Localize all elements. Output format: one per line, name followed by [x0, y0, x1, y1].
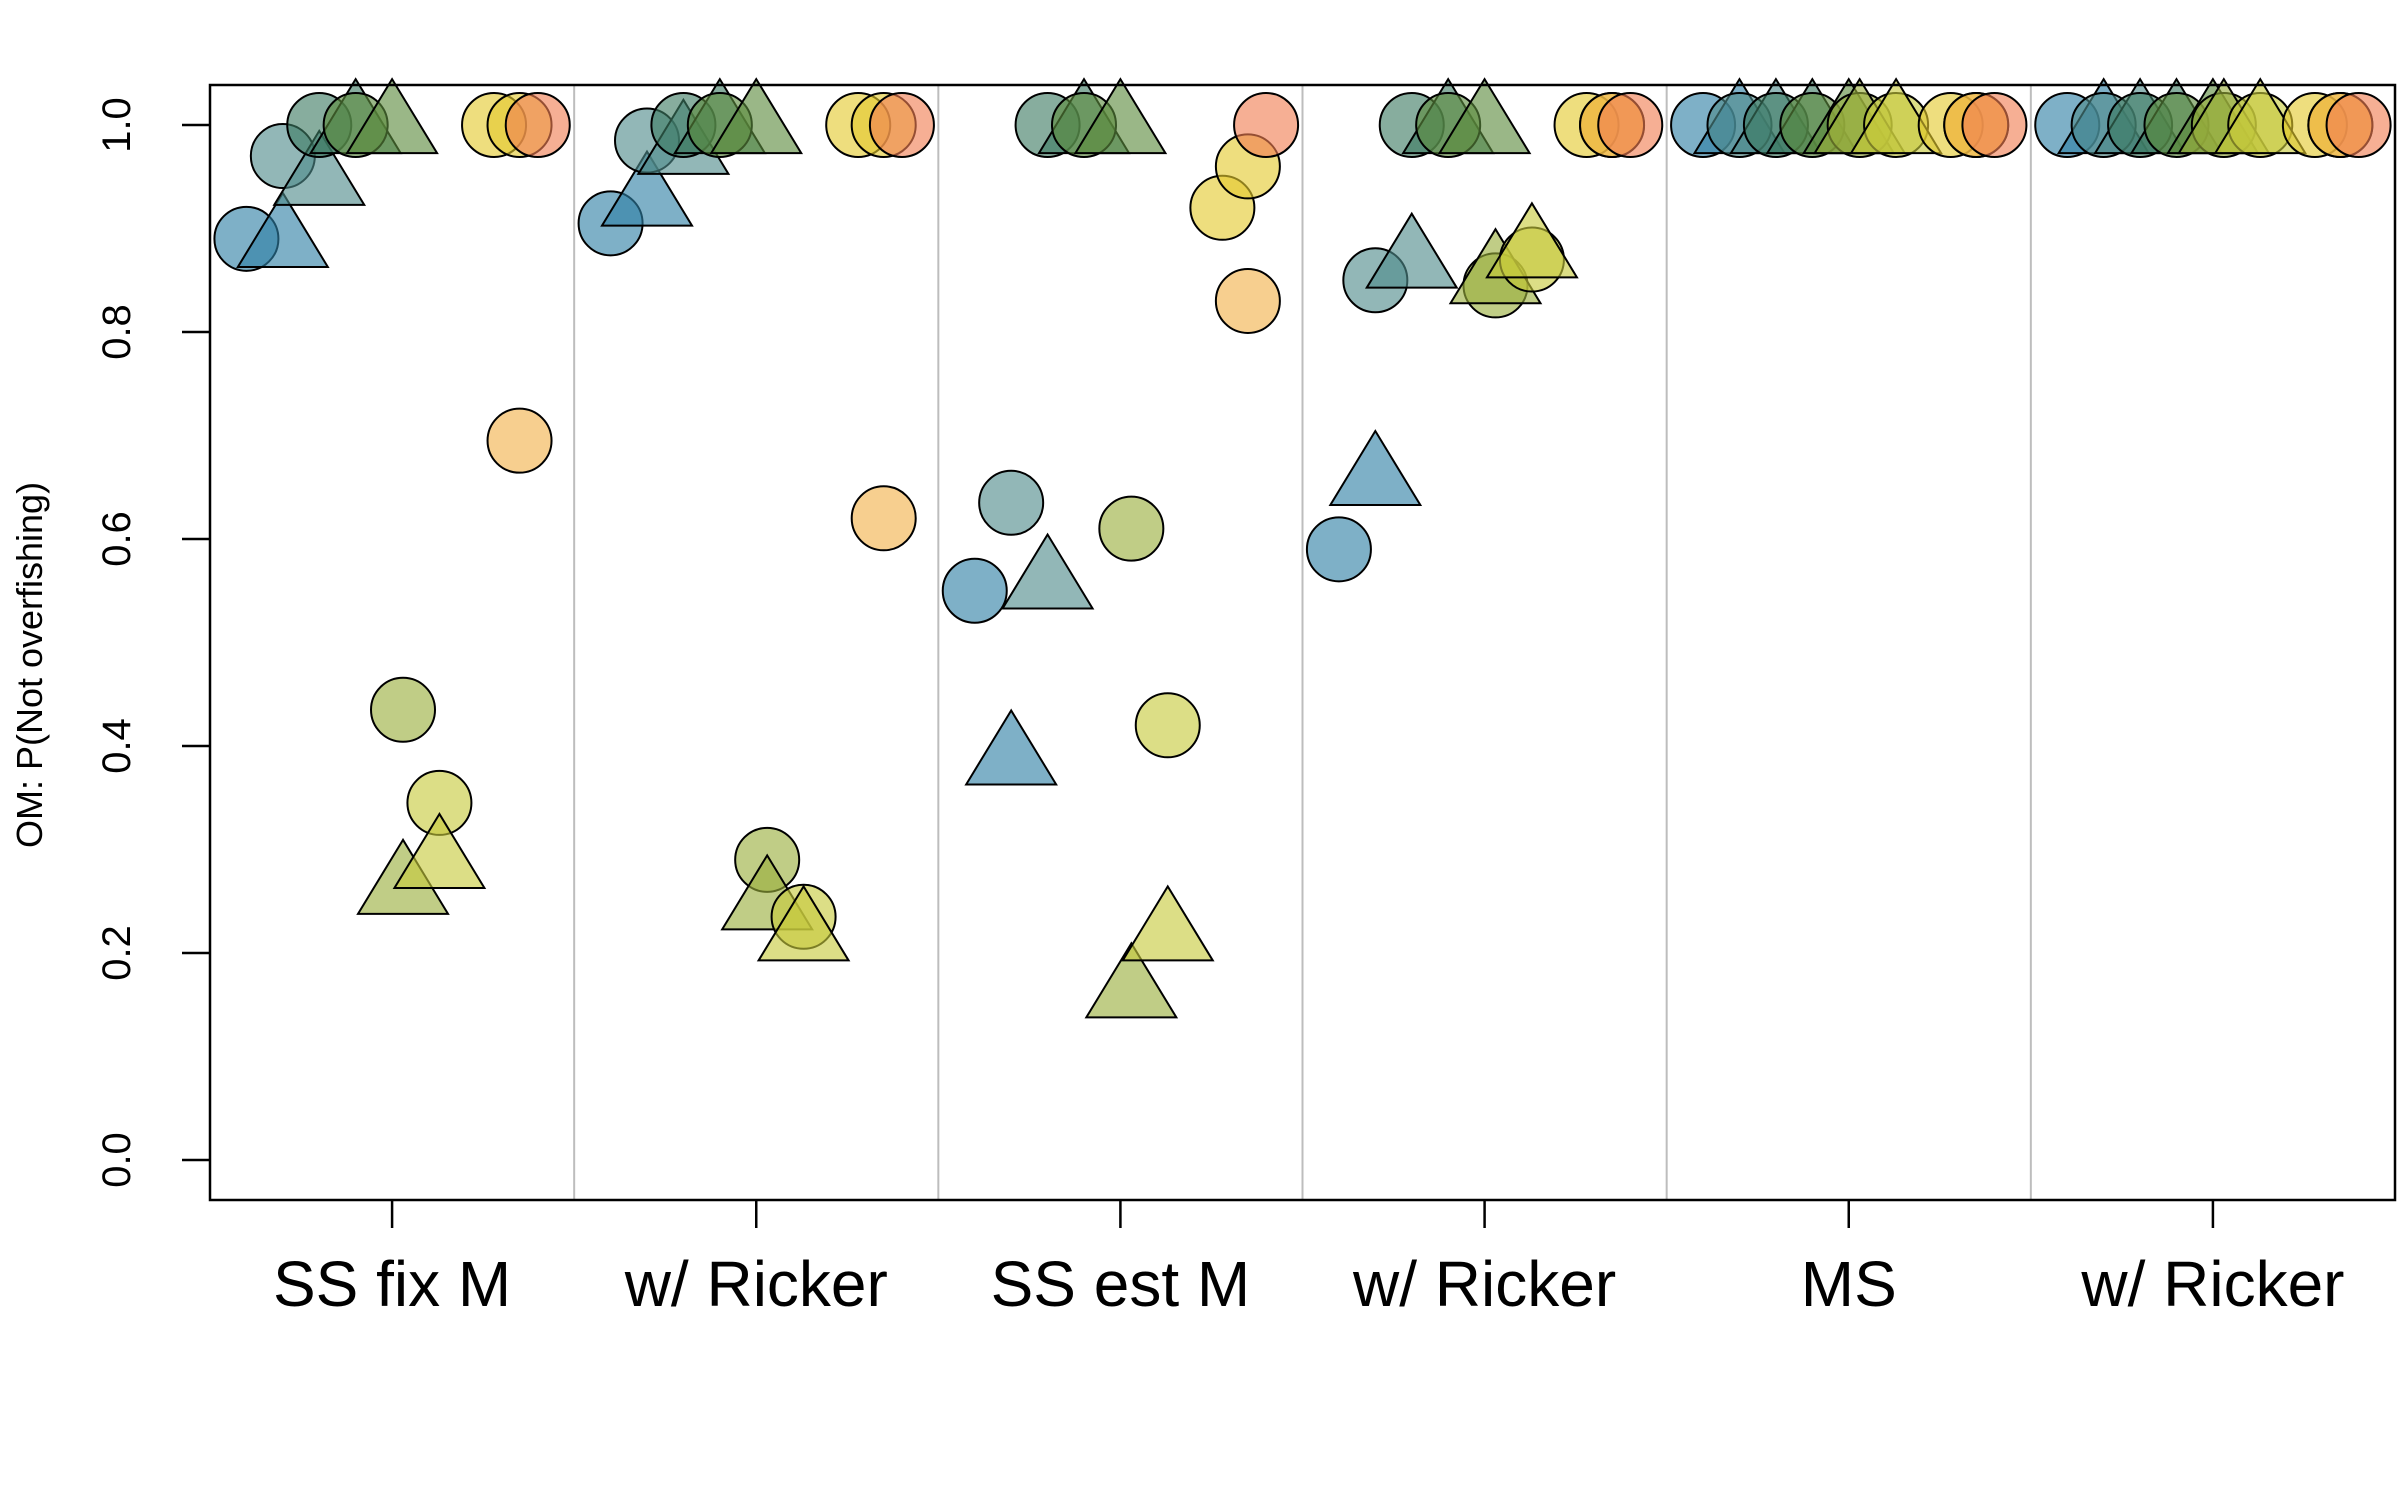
data-point-triangle	[756, 884, 851, 962]
x-tick-label: w/ Ricker	[624, 1248, 888, 1320]
data-point-triangle	[1000, 532, 1095, 610]
data-point-triangle	[345, 77, 439, 155]
data-point-triangle	[964, 708, 1058, 786]
y-tick-label: 0.4	[95, 718, 139, 774]
data-points	[213, 77, 2392, 1019]
y-tick-label: 0.0	[95, 1132, 139, 1188]
x-tick-label: w/ Ricker	[2080, 1248, 2344, 1320]
data-point-circle	[1961, 92, 2028, 158]
data-point-triangle	[1437, 77, 1532, 155]
data-point-triangle	[600, 149, 694, 227]
data-point-triangle	[1073, 77, 1168, 155]
data-point-triangle	[392, 812, 487, 889]
plot-frame	[208, 83, 2397, 1202]
data-point-circle	[1214, 267, 1281, 334]
data-point-circle	[2325, 92, 2392, 158]
data-point-triangle	[236, 191, 330, 268]
data-point-circle	[1233, 92, 1300, 158]
data-point-triangle	[1084, 941, 1179, 1019]
data-point-triangle	[1485, 201, 1579, 279]
data-point-circle	[1134, 692, 1201, 759]
y-tick-label: 1.0	[95, 97, 139, 153]
data-point-triangle	[2213, 77, 2308, 155]
data-point-circle	[850, 485, 917, 552]
data-point-circle	[504, 92, 571, 158]
x-tick-label: MS	[1801, 1248, 1897, 1320]
x-tick-label: SS est M	[991, 1248, 1251, 1320]
data-point-circle	[941, 557, 1008, 624]
data-point-circle	[1597, 92, 1664, 158]
y-tick-label: 0.2	[95, 925, 139, 981]
x-tick-label: w/ Ricker	[1352, 1248, 1616, 1320]
data-point-circle	[370, 676, 437, 743]
x-axis: SS fix M w/ Ricker SS est M w/ Ricker MS w/ R…	[273, 1200, 2344, 1320]
data-point-triangle	[272, 128, 367, 206]
y-tick-label: 0.6	[95, 511, 139, 567]
data-point-circle	[978, 469, 1045, 536]
group-separators	[573, 85, 2032, 1200]
data-point-triangle	[1328, 429, 1423, 507]
data-point-circle	[1305, 516, 1372, 583]
data-point-triangle	[1120, 884, 1215, 962]
data-point-circle	[486, 407, 553, 474]
data-point-circle	[868, 92, 935, 158]
data-point-circle	[1098, 495, 1165, 562]
data-point-triangle	[1364, 211, 1459, 289]
data-point-triangle	[1849, 77, 1943, 155]
y-axis: 0.0 0.2 0.4 0.6 0.8 1.0	[95, 97, 210, 1188]
data-point-triangle	[709, 77, 804, 155]
x-tick-label: SS fix M	[273, 1248, 511, 1320]
y-axis-label: OM: P(Not overfishing)	[9, 482, 50, 848]
y-tick-label: 0.8	[95, 304, 139, 360]
